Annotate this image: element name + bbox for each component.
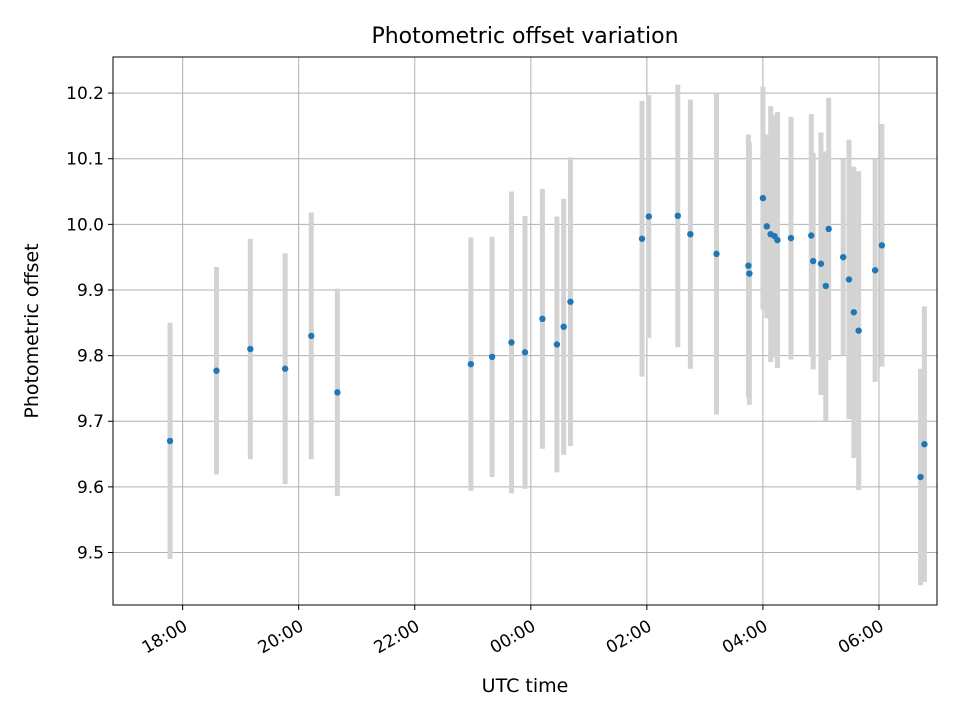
chart-title: Photometric offset variation: [371, 24, 678, 49]
data-point: [810, 257, 817, 265]
data-point: [247, 345, 254, 353]
data-point: [746, 270, 753, 277]
data-point: [674, 212, 682, 220]
data-point: [488, 353, 496, 361]
y-tick-label: 10.0: [66, 215, 104, 235]
data-point: [521, 349, 529, 356]
data-point: [213, 367, 220, 374]
point-layer: [166, 194, 928, 481]
data-point: [334, 389, 341, 396]
data-point: [871, 267, 879, 274]
data-point: [774, 236, 781, 244]
y-tick-label: 10.1: [66, 150, 104, 170]
data-point: [917, 473, 924, 481]
y-tick-label: 9.7: [77, 412, 104, 432]
axes-frame: [112, 56, 938, 606]
y-tick-label: 9.9: [77, 281, 104, 301]
data-point: [567, 298, 574, 305]
data-point: [855, 327, 862, 334]
data-point: [817, 260, 825, 267]
data-point: [763, 223, 770, 230]
data-point: [787, 234, 795, 242]
data-point: [645, 213, 652, 220]
data-point: [539, 315, 546, 323]
y-axis-label: Photometric offset: [21, 243, 43, 418]
data-point: [850, 309, 858, 316]
y-tick-label: 9.5: [77, 543, 104, 563]
data-point: [308, 332, 315, 340]
data-point: [638, 235, 646, 242]
data-point: [878, 242, 886, 249]
data-point: [713, 250, 720, 258]
data-point: [745, 262, 752, 269]
data-point: [825, 225, 832, 233]
data-point: [822, 282, 829, 290]
data-point: [553, 341, 561, 348]
data-point: [839, 253, 847, 261]
x-axis-label: UTC time: [482, 675, 569, 697]
y-tick-label: 9.8: [77, 347, 104, 367]
data-point: [281, 365, 289, 372]
data-point: [467, 360, 475, 368]
data-point: [687, 230, 694, 238]
data-point: [508, 339, 515, 346]
data-point: [845, 276, 853, 283]
data-point: [166, 437, 174, 445]
data-point: [921, 441, 928, 448]
y-tick-label: 9.6: [77, 478, 104, 498]
data-point: [560, 323, 567, 330]
y-tick-label: 10.2: [66, 84, 104, 104]
data-point: [759, 194, 767, 202]
data-point: [808, 232, 815, 239]
